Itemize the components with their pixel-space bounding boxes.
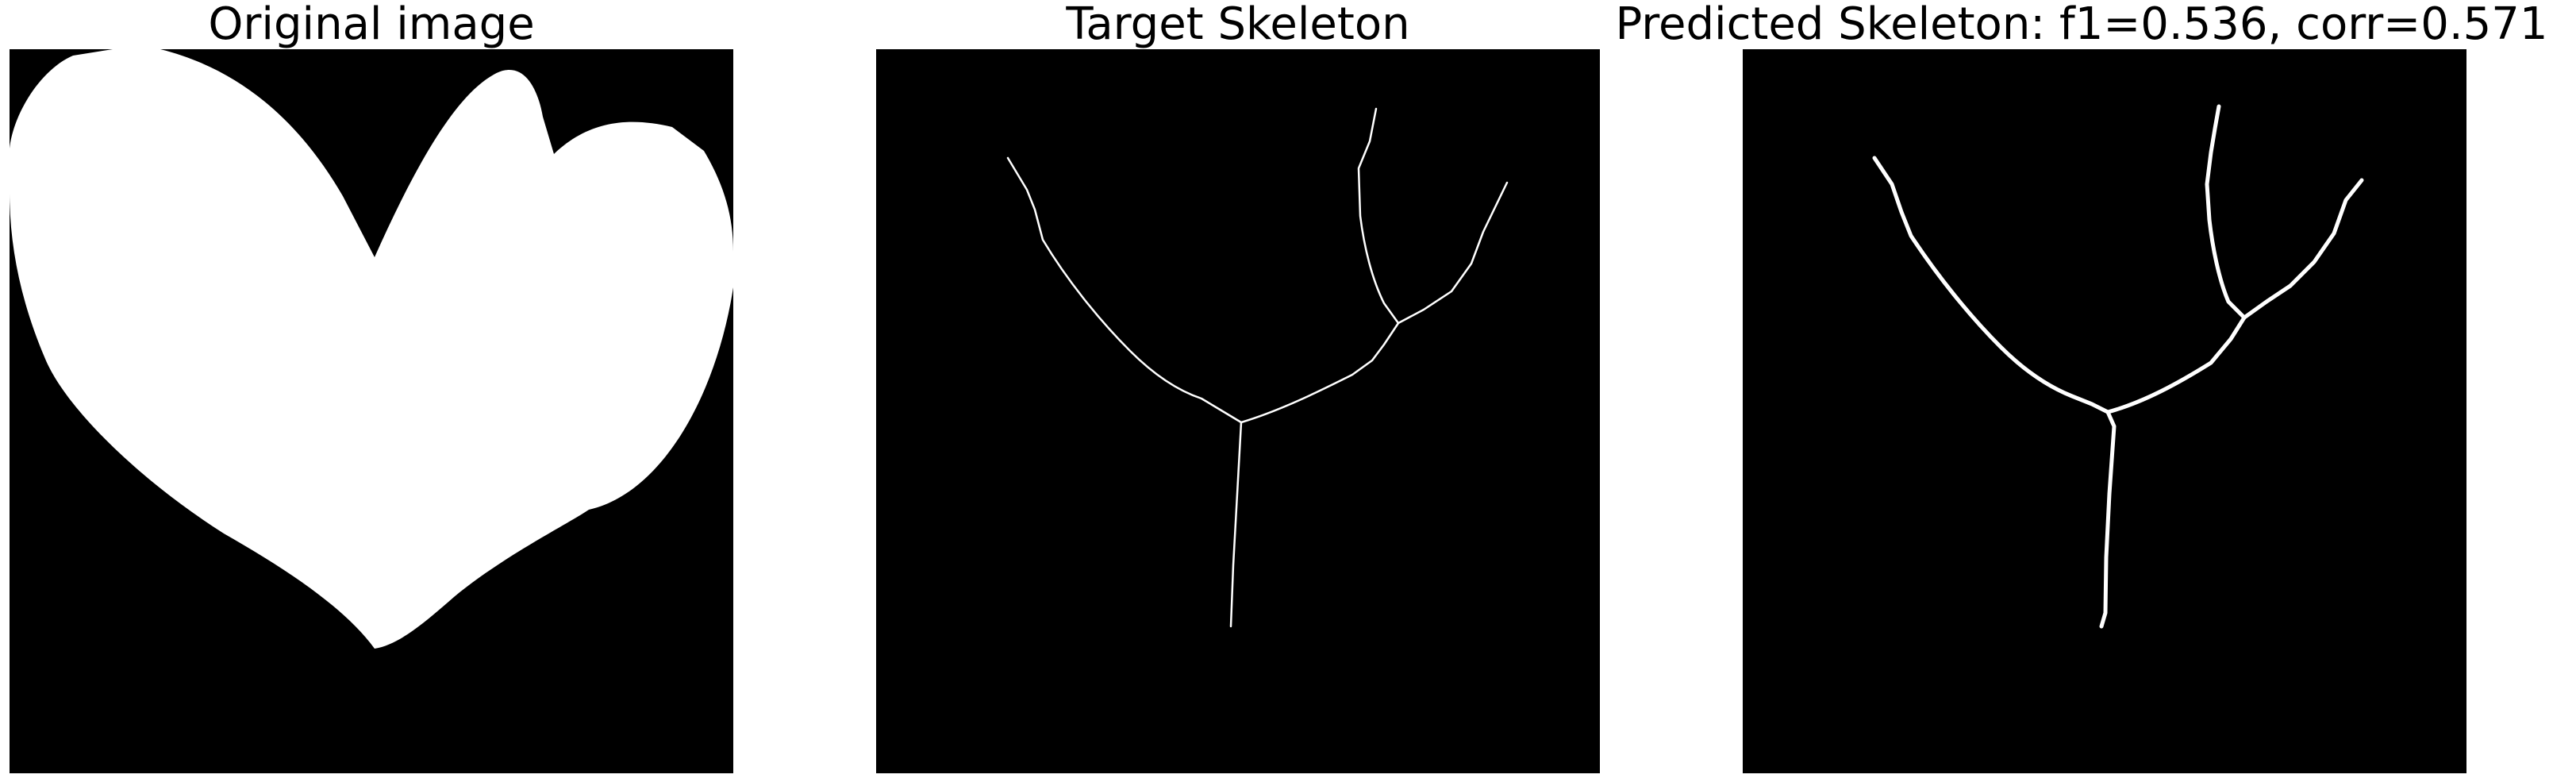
target-right-join <box>1240 322 1400 424</box>
predicted-right-branch <box>2242 178 2364 320</box>
target-skeleton-title: Target Skeleton <box>1066 0 1410 50</box>
predicted-upper-branch <box>2205 104 2247 320</box>
original-image <box>10 49 733 773</box>
target-skeleton-background <box>876 49 1600 773</box>
predicted-left-branch <box>1872 156 2110 414</box>
original-image-panel <box>10 49 733 773</box>
original-image-title: Original image <box>208 0 535 50</box>
predicted-stem <box>2099 410 2117 629</box>
predicted-skeleton <box>1743 49 2466 773</box>
target-skeleton <box>876 49 1600 773</box>
predicted-right-join <box>2105 315 2247 414</box>
target-left-branch <box>1006 156 1243 424</box>
target-right-branch <box>1397 181 1509 325</box>
target-stem <box>1229 421 1243 628</box>
predicted-skeleton-title: Predicted Skeleton: f1=0.536, corr=0.571 <box>1615 0 2548 50</box>
target-skeleton-panel <box>876 49 1600 773</box>
predicted-skeleton-panel <box>1743 49 2466 773</box>
heart-shape <box>10 49 733 649</box>
target-upper-branch <box>1357 107 1400 325</box>
